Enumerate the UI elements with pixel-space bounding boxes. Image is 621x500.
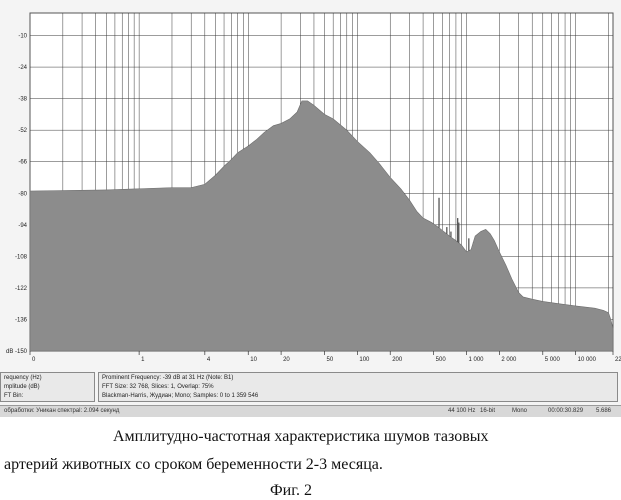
x-tick-label: 2 000: [501, 357, 517, 363]
y-tick-label: -80: [18, 191, 27, 197]
y-axis: -10 -24 -38 -52 -66 -80 -94 -108 -122 -136 dB -150: [6, 34, 28, 355]
x-tick-label: 4: [207, 357, 211, 363]
status-duration: 00:00:30.829: [548, 406, 583, 416]
x-tick-label: 20: [283, 357, 290, 363]
status-sample-rate: 44 100 Hz: [448, 406, 475, 416]
y-tick-label: dB -150: [6, 349, 28, 355]
y-tick-label: -94: [18, 223, 27, 229]
fft-bin-label: FT Bin:: [4, 392, 91, 401]
y-tick-label: -10: [18, 34, 27, 40]
status-channel: Mono: [512, 406, 527, 416]
prominent-frequency-text: Prominent Frequency: -39 dB at 31 Hz (No…: [102, 374, 614, 383]
x-tick-label: 22 0: [615, 357, 621, 363]
status-bit-depth: 16-bit: [480, 406, 495, 416]
analysis-info-panel: Prominent Frequency: -39 dB at 31 Hz (No…: [98, 372, 618, 402]
y-tick-label: -122: [15, 286, 28, 292]
y-tick-label: -52: [18, 128, 27, 134]
x-tick-label: 1: [141, 357, 145, 363]
status-processing-text: обработки: Уникан спектраl: 2.094 секунд: [4, 406, 119, 416]
figure-caption: Амплитудно-частотная характеристика шумо…: [0, 420, 621, 500]
window-settings-text: Blackman-Harris, Жудиан; Mono; Samples: …: [102, 392, 614, 401]
spectrum-analyzer-window: -10 -24 -38 -52 -66 -80 -94 -108 -122 -136 dB -150…: [0, 0, 621, 416]
x-tick-label: 0: [32, 357, 36, 363]
x-axis: 0 1 4 10 20 50 100 200 500 1 000 2 000 5 000 10 000 2…: [30, 351, 621, 363]
x-tick-label: 10 000: [578, 357, 597, 363]
amplitude-label: mplitude (dB): [4, 383, 91, 392]
y-tick-label: -136: [15, 317, 28, 323]
figure-number: Фиг. 2: [270, 482, 312, 500]
frequency-spectrum-chart: -10 -24 -38 -52 -66 -80 -94 -108 -122 -136 dB -150…: [0, 0, 621, 372]
x-tick-label: 1 000: [469, 357, 485, 363]
caption-line-2: артерий животных со сроком беременности …: [4, 456, 383, 474]
x-tick-label: 5 000: [545, 357, 561, 363]
x-tick-label: 500: [436, 357, 447, 363]
status-file-size: 5.686: [596, 406, 611, 416]
x-tick-label: 100: [359, 357, 370, 363]
y-tick-label: -66: [18, 160, 27, 166]
status-bar: обработки: Уникан спектраl: 2.094 секунд…: [0, 405, 621, 417]
caption-line-1: Амплитудно-частотная характеристика шумо…: [113, 428, 489, 446]
x-tick-label: 50: [327, 357, 334, 363]
x-tick-label: 200: [392, 357, 403, 363]
y-tick-label: -24: [18, 65, 27, 71]
y-tick-label: -38: [18, 97, 27, 103]
frequency-label: requency (Hz): [4, 374, 91, 383]
measurement-labels-panel: requency (Hz) mplitude (dB) FT Bin:: [0, 372, 95, 402]
y-tick-label: -108: [15, 254, 28, 260]
fft-settings-text: FFT Size: 32 768, Slices: 1, Overlap: 75…: [102, 383, 614, 392]
x-tick-label: 10: [250, 357, 257, 363]
